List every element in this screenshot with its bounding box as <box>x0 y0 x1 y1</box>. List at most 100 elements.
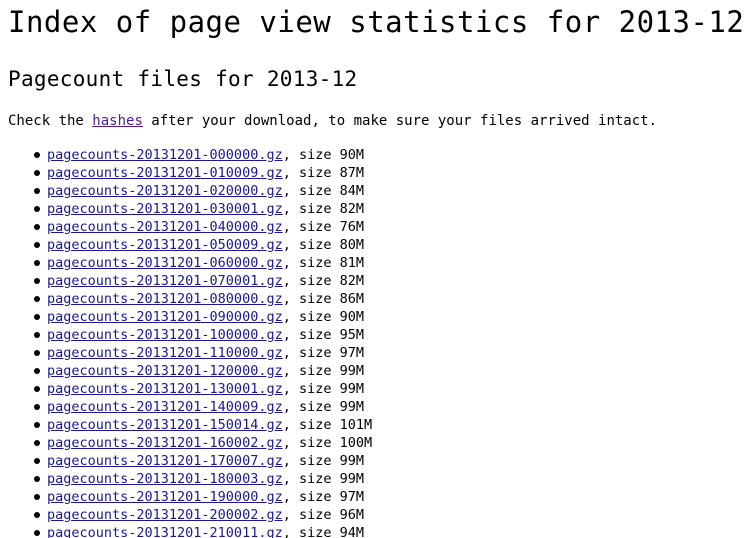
file-list-item: pagecounts-20131201-210011.gz, size 94M <box>8 524 748 538</box>
file-download-link[interactable]: pagecounts-20131201-050009.gz <box>47 237 283 253</box>
bullet-icon <box>34 386 40 392</box>
file-download-link[interactable]: pagecounts-20131201-090000.gz <box>47 309 283 325</box>
size-prefix: , size <box>282 507 340 523</box>
size-prefix: , size <box>282 255 340 271</box>
file-download-link[interactable]: pagecounts-20131201-110000.gz <box>47 345 283 361</box>
file-download-link[interactable]: pagecounts-20131201-020000.gz <box>47 183 283 199</box>
file-download-link[interactable]: pagecounts-20131201-010009.gz <box>47 165 283 181</box>
bullet-icon <box>34 296 40 302</box>
file-size: 101M <box>339 417 373 433</box>
bullet-icon <box>34 188 40 194</box>
bullet-icon <box>34 152 40 158</box>
file-download-link[interactable]: pagecounts-20131201-180003.gz <box>47 471 283 487</box>
file-size: 90M <box>339 147 364 163</box>
file-download-link[interactable]: pagecounts-20131201-120000.gz <box>47 363 283 379</box>
size-prefix: , size <box>282 489 340 505</box>
file-size: 94M <box>339 525 364 538</box>
file-download-link[interactable]: pagecounts-20131201-140009.gz <box>47 399 283 415</box>
file-list: pagecounts-20131201-000000.gz, size 90M p… <box>8 146 748 538</box>
file-download-link[interactable]: pagecounts-20131201-170007.gz <box>47 453 283 469</box>
size-prefix: , size <box>282 525 340 538</box>
hashes-link[interactable]: hashes <box>92 113 143 129</box>
size-prefix: , size <box>282 363 340 379</box>
file-list-item: pagecounts-20131201-000000.gz, size 90M <box>8 146 748 164</box>
file-size: 86M <box>339 291 364 307</box>
file-list-item: pagecounts-20131201-190000.gz, size 97M <box>8 488 748 506</box>
size-prefix: , size <box>282 417 340 433</box>
file-download-link[interactable]: pagecounts-20131201-210011.gz <box>47 525 283 538</box>
file-list-item: pagecounts-20131201-030001.gz, size 82M <box>8 200 748 218</box>
size-prefix: , size <box>282 381 340 397</box>
bullet-icon <box>34 170 40 176</box>
size-prefix: , size <box>282 219 340 235</box>
size-prefix: , size <box>282 309 340 325</box>
file-size: 82M <box>339 201 364 217</box>
file-size: 82M <box>339 273 364 289</box>
bullet-icon <box>34 530 40 536</box>
file-download-link[interactable]: pagecounts-20131201-000000.gz <box>47 147 283 163</box>
file-download-link[interactable]: pagecounts-20131201-060000.gz <box>47 255 283 271</box>
file-size: 99M <box>339 471 364 487</box>
file-list-item: pagecounts-20131201-050009.gz, size 80M <box>8 236 748 254</box>
file-list-item: pagecounts-20131201-010009.gz, size 87M <box>8 164 748 182</box>
file-list-item: pagecounts-20131201-040000.gz, size 76M <box>8 218 748 236</box>
bullet-icon <box>34 242 40 248</box>
file-size: 96M <box>339 507 364 523</box>
file-size: 100M <box>339 435 373 451</box>
file-list-item: pagecounts-20131201-150014.gz, size 101M <box>8 416 748 434</box>
size-prefix: , size <box>282 327 340 343</box>
file-size: 81M <box>339 255 364 271</box>
file-download-link[interactable]: pagecounts-20131201-030001.gz <box>47 201 283 217</box>
file-download-link[interactable]: pagecounts-20131201-070001.gz <box>47 273 283 289</box>
file-download-link[interactable]: pagecounts-20131201-160002.gz <box>47 435 283 451</box>
size-prefix: , size <box>282 453 340 469</box>
size-prefix: , size <box>282 201 340 217</box>
bullet-icon <box>34 458 40 464</box>
intro-text-before: Check the <box>8 113 93 129</box>
file-list-item: pagecounts-20131201-060000.gz, size 81M <box>8 254 748 272</box>
file-list-item: pagecounts-20131201-070001.gz, size 82M <box>8 272 748 290</box>
size-prefix: , size <box>282 435 340 451</box>
file-size: 87M <box>339 165 364 181</box>
file-list-item: pagecounts-20131201-020000.gz, size 84M <box>8 182 748 200</box>
intro-text-after: after your download, to make sure your f… <box>142 113 658 129</box>
file-download-link[interactable]: pagecounts-20131201-100000.gz <box>47 327 283 343</box>
file-list-item: pagecounts-20131201-120000.gz, size 99M <box>8 362 748 380</box>
file-list-item: pagecounts-20131201-140009.gz, size 99M <box>8 398 748 416</box>
size-prefix: , size <box>282 147 340 163</box>
size-prefix: , size <box>282 399 340 415</box>
file-list-item: pagecounts-20131201-200002.gz, size 96M <box>8 506 748 524</box>
page-title: Index of page view statistics for 2013-1… <box>8 5 745 39</box>
file-download-link[interactable]: pagecounts-20131201-130001.gz <box>47 381 283 397</box>
file-download-link[interactable]: pagecounts-20131201-080000.gz <box>47 291 283 307</box>
file-download-link[interactable]: pagecounts-20131201-190000.gz <box>47 489 283 505</box>
bullet-icon <box>34 476 40 482</box>
file-size: 84M <box>339 183 364 199</box>
bullet-icon <box>34 494 40 500</box>
file-size: 90M <box>339 309 364 325</box>
file-size: 99M <box>339 399 364 415</box>
bullet-icon <box>34 332 40 338</box>
file-download-link[interactable]: pagecounts-20131201-200002.gz <box>47 507 283 523</box>
bullet-icon <box>34 440 40 446</box>
size-prefix: , size <box>282 345 340 361</box>
section-heading: Pagecount files for 2013-12 <box>8 67 358 91</box>
file-list-item: pagecounts-20131201-170007.gz, size 99M <box>8 452 748 470</box>
file-download-link[interactable]: pagecounts-20131201-150014.gz <box>47 417 283 433</box>
file-list-item: pagecounts-20131201-080000.gz, size 86M <box>8 290 748 308</box>
file-list-item: pagecounts-20131201-100000.gz, size 95M <box>8 326 748 344</box>
bullet-icon <box>34 422 40 428</box>
size-prefix: , size <box>282 273 340 289</box>
bullet-icon <box>34 350 40 356</box>
bullet-icon <box>34 368 40 374</box>
size-prefix: , size <box>282 291 340 307</box>
file-size: 80M <box>339 237 364 253</box>
bullet-icon <box>34 260 40 266</box>
bullet-icon <box>34 404 40 410</box>
file-size: 99M <box>339 453 364 469</box>
file-download-link[interactable]: pagecounts-20131201-040000.gz <box>47 219 283 235</box>
intro-text: Check the hashes after your download, to… <box>8 112 748 130</box>
file-list-item: pagecounts-20131201-160002.gz, size 100M <box>8 434 748 452</box>
bullet-icon <box>34 224 40 230</box>
file-list-item: pagecounts-20131201-180003.gz, size 99M <box>8 470 748 488</box>
